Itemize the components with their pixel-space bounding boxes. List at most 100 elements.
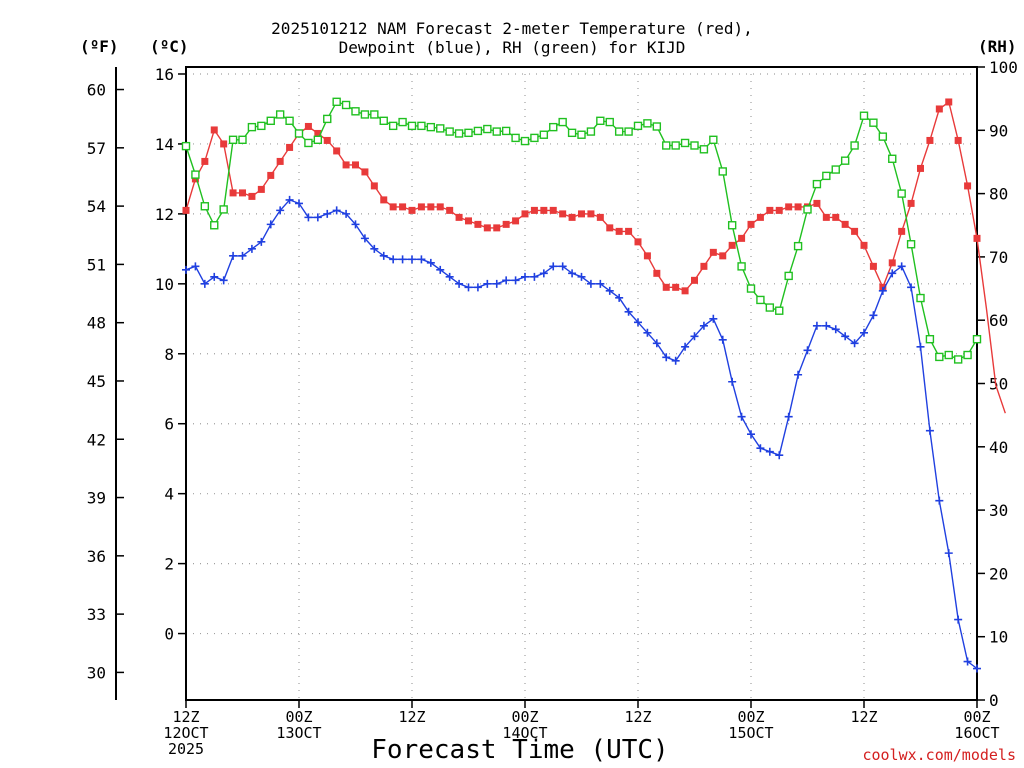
dewpoint-point [963,657,972,666]
rh-tick-label: 20 [989,564,1008,583]
dewpoint-point [229,251,238,260]
dewpoint-point [709,314,718,323]
temperature-point [229,189,237,197]
fahrenheit-tick-label: 39 [87,489,106,508]
rh-point [351,107,360,116]
temperature-point [568,213,576,221]
temperature-point [898,227,906,235]
rh-point [501,126,511,136]
rh-point [916,293,925,303]
temperature-point [728,241,736,249]
dewpoint-point [492,279,501,288]
dewpoint-point [247,244,256,253]
temperature-point [323,136,331,144]
rh-point [313,135,323,144]
rh-point [822,171,831,181]
dewpoint-point [624,307,633,316]
dewpoint-point [210,272,219,281]
dewpoint-point [577,272,586,281]
x-tick-label: 14OCT [502,724,547,742]
temperature-point [370,182,378,190]
rh-point [454,129,464,138]
temperature-point [201,157,209,165]
temperature-point [530,206,538,214]
x-tick-label: 12OCT [163,724,208,742]
dewpoint-point [850,339,859,348]
dewpoint-point [266,220,275,229]
rh-tick-label: 40 [989,438,1008,457]
dewpoint-point [257,237,266,246]
dewpoint-point [351,220,360,229]
rh-point [727,221,737,230]
temperature-series [182,98,1006,414]
rh-point [709,135,718,144]
dewpoint-point [511,276,520,285]
temperature-point [549,206,557,214]
fahrenheit-tick-label: 54 [87,197,106,216]
celsius-tick-label: 4 [164,485,174,504]
celsius-tick-label: 14 [155,135,174,154]
rh-point [831,165,840,174]
temperature-point [427,203,435,211]
rh-point [530,133,539,143]
temperature-point [973,234,981,242]
fahrenheit-tick-label: 48 [87,314,106,333]
temperature-point [615,227,623,235]
chart-title-line-1: 2025101212 NAM Forecast 2-meter Temperat… [271,19,753,38]
rh-point [285,116,294,126]
rh-point [257,121,266,131]
rh-point [878,132,888,141]
rh-point [793,241,803,251]
fahrenheit-tick-label: 45 [87,372,106,391]
fahrenheit-tick-label: 57 [87,139,106,158]
fahrenheit-tick-label: 42 [87,430,106,449]
temperature-point [239,189,246,197]
fahrenheit-tick-label: 30 [87,663,106,682]
rh-point [332,97,341,107]
dewpoint-point [408,255,416,264]
dewpoint-point [954,615,963,624]
temperature-point [747,220,755,228]
temperature-point [493,224,501,232]
dewpoint-point [521,272,529,281]
rh-point [398,117,407,127]
rh-point [558,117,567,127]
temperature-point [248,192,256,200]
temperature-point [700,262,708,270]
temperature-point [606,224,614,232]
dewpoint-point [718,335,727,344]
rh-point [511,133,520,143]
temperature-point [860,241,868,249]
dewpoint-point [690,332,699,341]
dewpoint-point [671,356,680,365]
rh-tick-label: 80 [989,185,1008,204]
rh-point [699,145,709,154]
dewpoint-point [662,353,671,362]
dewpoint-point [860,328,868,337]
temperature-point [540,206,548,214]
temperature-point [662,283,670,291]
dewpoint-point [219,276,228,285]
dewpoint-point [822,321,831,330]
rh-point [953,355,963,364]
temperature-point [474,220,482,228]
temperature-point [691,276,698,284]
dewpoint-point [737,412,746,421]
dewpoint-point [728,377,737,386]
temperature-point [210,126,218,134]
fahrenheit-unit-label: (ºF) [80,37,119,56]
rh-point [840,156,850,165]
temperature-point [907,199,915,207]
dewpoint-point [304,213,313,222]
rh-point [228,135,238,144]
temperature-point [738,234,746,242]
rh-point [210,221,219,230]
temperature-point [399,203,407,211]
dewpoint-point [699,321,708,330]
rh-point [247,122,257,132]
temperature-point [766,206,774,214]
temperature-point [483,224,491,232]
celsius-tick-label: 12 [155,205,174,224]
dewpoint-point [379,251,388,260]
rh-point [464,128,473,138]
